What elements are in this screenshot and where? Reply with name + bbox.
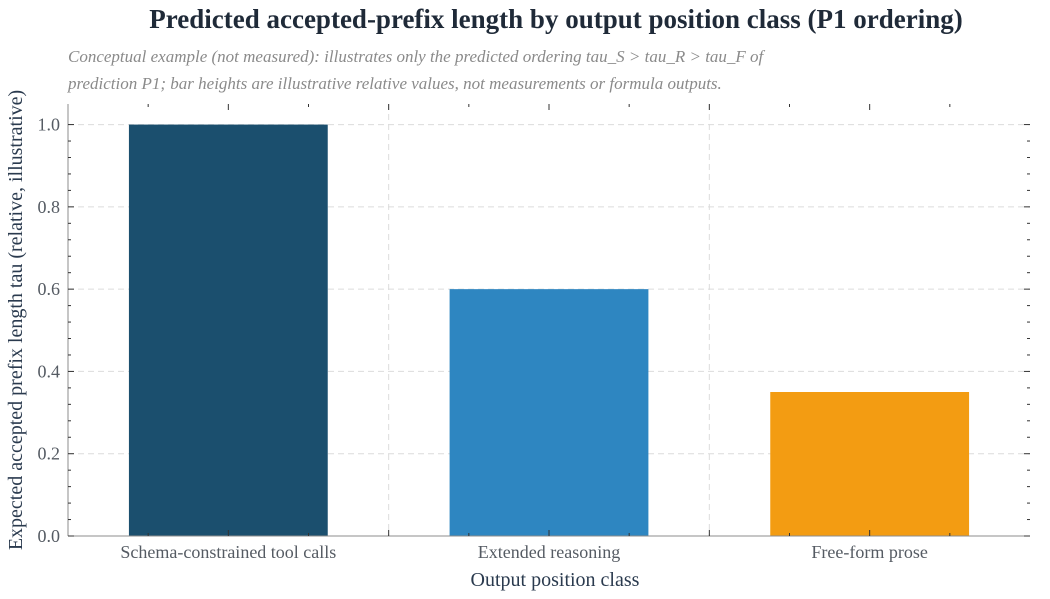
axes xyxy=(67,104,1030,537)
bar-1 xyxy=(128,124,328,537)
y-tick-labels: 0.0 0.2 0.4 0.6 0.8 1.0 xyxy=(38,115,61,546)
x-axis-label: Output position class xyxy=(471,569,640,591)
y-tick-label: 0.4 xyxy=(38,361,61,381)
y-tick-label: 0.0 xyxy=(38,526,61,546)
chart-title: Predicted accepted-prefix length by outp… xyxy=(149,4,962,34)
chart-subtitle-line-1: Conceptual example (not measured): illus… xyxy=(68,47,766,66)
y-axis-label: Expected accepted prefix length tau (rel… xyxy=(5,90,27,550)
x-tick-label: Free-form prose xyxy=(811,542,927,562)
x-tick-labels: Schema-constrained tool calls Extended re… xyxy=(120,542,928,562)
bars xyxy=(128,124,970,537)
y-tick-label: 0.2 xyxy=(38,444,61,464)
y-tick-label: 0.6 xyxy=(38,279,61,299)
bar-2 xyxy=(449,289,649,536)
bar-3 xyxy=(770,392,970,536)
y-tick-label: 0.8 xyxy=(38,197,61,217)
chart-subtitle-line-2: prediction P1; bar heights are illustrat… xyxy=(67,74,722,93)
y-tick-label: 1.0 xyxy=(38,115,61,135)
x-tick-label: Schema-constrained tool calls xyxy=(120,542,336,562)
x-tick-label: Extended reasoning xyxy=(478,542,620,562)
